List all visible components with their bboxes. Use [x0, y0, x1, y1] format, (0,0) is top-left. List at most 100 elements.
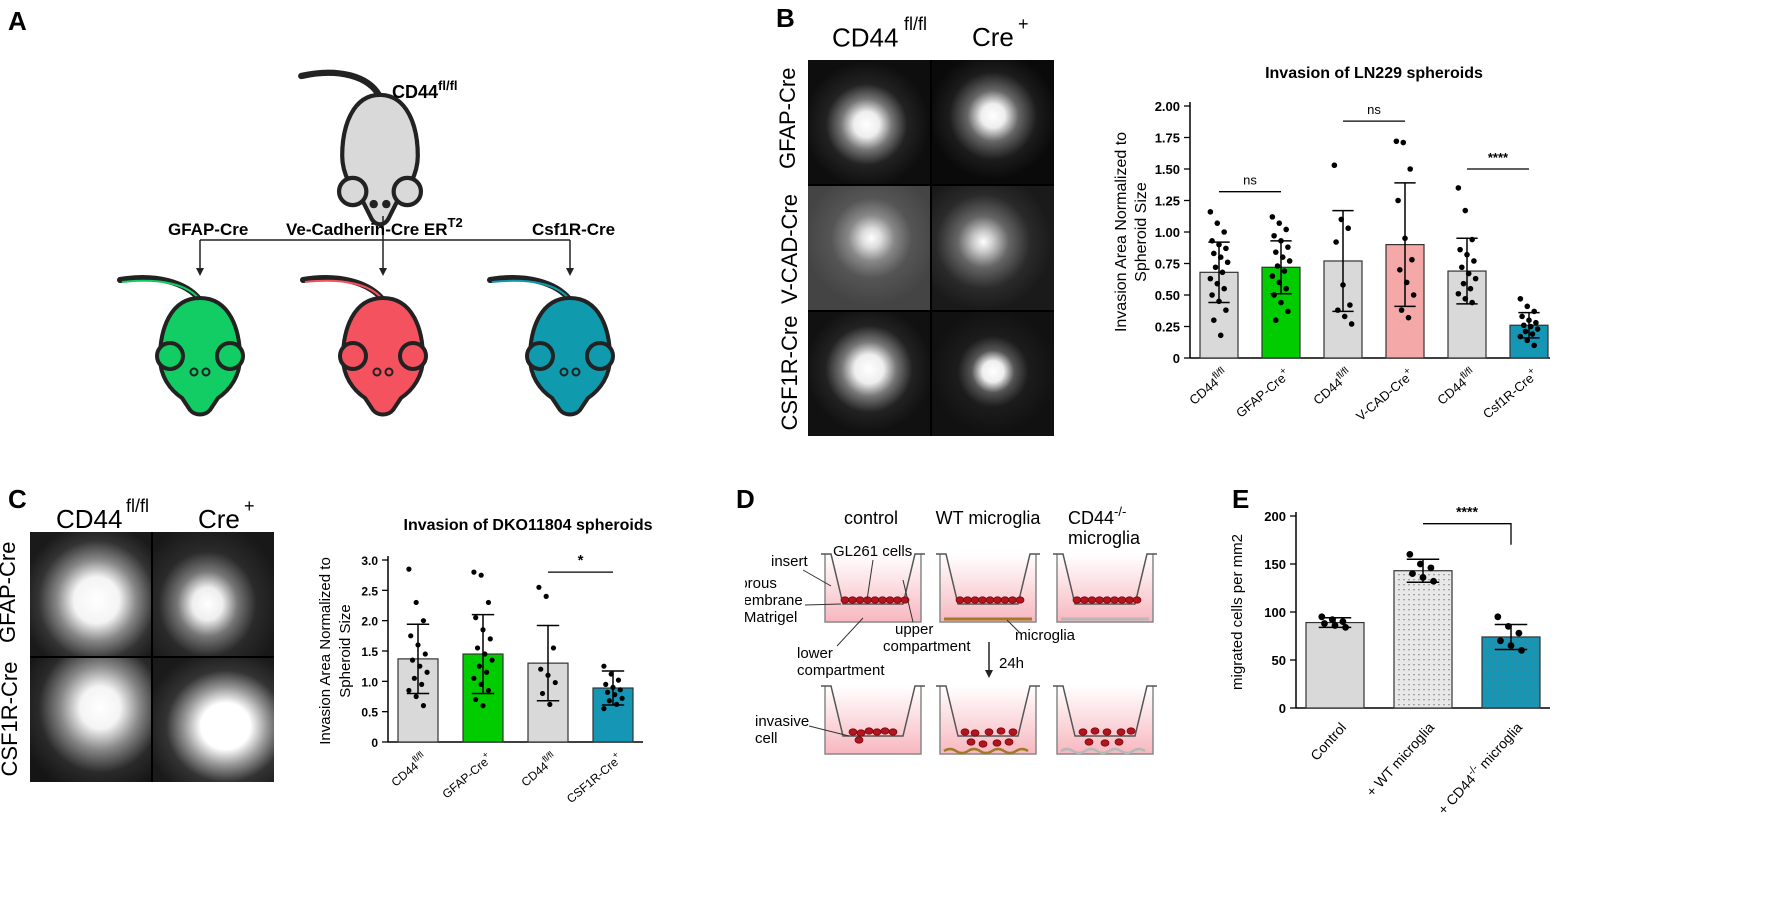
bar-texture-dot [1486, 665, 1488, 667]
significance-label: * [578, 552, 584, 569]
bar-texture-dot [1491, 705, 1493, 707]
data-point [1410, 292, 1417, 298]
gfap-cre-label: GFAP-Cre [168, 220, 248, 239]
bar-texture-dot [1413, 619, 1415, 621]
d-col-ko-2: microglia [1068, 528, 1141, 548]
bar-texture-dot [1521, 695, 1523, 697]
bar-texture-dot [1448, 579, 1450, 581]
bar-texture-dot [1448, 659, 1450, 661]
data-point [1398, 307, 1405, 313]
y-tick-label: 1.00 [1155, 225, 1180, 240]
bar-texture-dot [1408, 614, 1410, 616]
bar-texture-dot [1486, 640, 1488, 642]
bar-texture-dot [1486, 700, 1488, 702]
bar-texture-dot [1443, 689, 1445, 691]
bar-texture-dot [1448, 609, 1450, 611]
bar-texture-dot [1438, 599, 1440, 601]
y-tick-label: 0.25 [1155, 320, 1180, 335]
data-point [1407, 166, 1413, 172]
mouse-breeding-diagram: CD44fl/fl GFAP-Cre Ve-Cadherin-Cre ERT2 … [117, 69, 615, 417]
bar-texture-dot [1501, 690, 1503, 692]
tumor-cell [1114, 738, 1124, 746]
bar-texture-dot [1418, 669, 1420, 671]
bar-texture-dot [1521, 670, 1523, 672]
bar-texture-dot [1486, 705, 1488, 707]
bar-texture-dot [1423, 624, 1425, 626]
bar-texture-dot [1408, 604, 1410, 606]
x-tick-label: Csf1R-Cre+ [1479, 365, 1542, 421]
data-point [1400, 139, 1407, 146]
bar-texture-dot [1496, 690, 1498, 692]
bar-texture-dot [1398, 654, 1400, 656]
tumor-cell [966, 738, 976, 746]
b-micrograph-grid [808, 60, 1054, 436]
data-point [610, 684, 616, 690]
bar-texture-dot [1531, 660, 1533, 662]
bar-texture-dot [1403, 629, 1405, 631]
data-point [476, 663, 482, 669]
bar-texture-dot [1506, 690, 1508, 692]
bar-texture-dot [1511, 670, 1513, 672]
tumor-cell [1125, 596, 1134, 604]
bar-texture-dot [1511, 695, 1513, 697]
bar-texture-dot [1486, 675, 1488, 677]
bar-texture-dot [1496, 705, 1498, 707]
bar-texture-dot [1516, 675, 1518, 677]
bar-texture-dot [1536, 660, 1538, 662]
bar-texture-dot [1443, 584, 1445, 586]
bar-texture-dot [1433, 704, 1435, 706]
bar-texture-dot [1408, 599, 1410, 601]
data-point [1340, 282, 1346, 288]
bar-texture-dot [1536, 700, 1538, 702]
bar-texture-dot [1526, 675, 1528, 677]
bar-texture-dot [1438, 654, 1440, 656]
bar-texture-dot [1423, 684, 1425, 686]
bar-texture-dot [1491, 685, 1493, 687]
bar-texture-dot [1448, 639, 1450, 641]
panel-letter-d: D [736, 484, 755, 514]
bar-texture-dot [1448, 644, 1450, 646]
bar-texture-dot [1413, 649, 1415, 651]
bar-texture-dot [1418, 594, 1420, 596]
bar-texture-dot [1531, 690, 1533, 692]
bar-texture-dot [1521, 675, 1523, 677]
data-point [1345, 225, 1351, 232]
bar-texture-dot [1506, 655, 1508, 657]
bar-texture-dot [1516, 660, 1518, 662]
parent-genotype-label: CD44fl/fl [392, 78, 458, 102]
bar-texture-dot [1438, 594, 1440, 596]
data-point [1214, 280, 1221, 287]
data-point [1328, 616, 1336, 624]
tumor-cell [1078, 728, 1088, 736]
bar-texture-dot [1443, 699, 1445, 701]
bar-texture-dot [1438, 704, 1440, 706]
bar-texture-dot [1443, 659, 1445, 661]
bar-texture-dot [1501, 660, 1503, 662]
data-point [1462, 295, 1469, 302]
tumor-cell [1087, 596, 1097, 604]
bar-texture-dot [1516, 685, 1518, 687]
bar-texture-dot [1438, 664, 1440, 666]
data-point [1271, 292, 1277, 298]
significance-label: **** [1488, 150, 1509, 165]
bar-texture-dot [1501, 665, 1503, 667]
panel-letter-a: A [8, 6, 27, 36]
y-tick-label: 1.0 [361, 675, 378, 689]
bar-texture-dot [1398, 659, 1400, 661]
bar-texture-dot [1531, 655, 1533, 657]
bar-texture-dot [1423, 634, 1425, 636]
bar-texture-dot [1521, 700, 1523, 702]
data-point [1515, 629, 1523, 637]
data-point [471, 569, 477, 575]
y-tick-label: 150 [1264, 557, 1286, 572]
data-point [1517, 333, 1524, 340]
bar-texture-dot [1443, 684, 1445, 686]
bar-texture-dot [1516, 690, 1518, 692]
bar-texture-dot [1491, 645, 1493, 647]
bar-texture-dot [1398, 614, 1400, 616]
bar-texture-dot [1531, 705, 1533, 707]
c-col2-label-sup: + [244, 496, 255, 516]
bar-texture-dot [1413, 614, 1415, 616]
bar-texture-dot [1433, 669, 1435, 671]
panel-letter-b: B [776, 3, 795, 33]
